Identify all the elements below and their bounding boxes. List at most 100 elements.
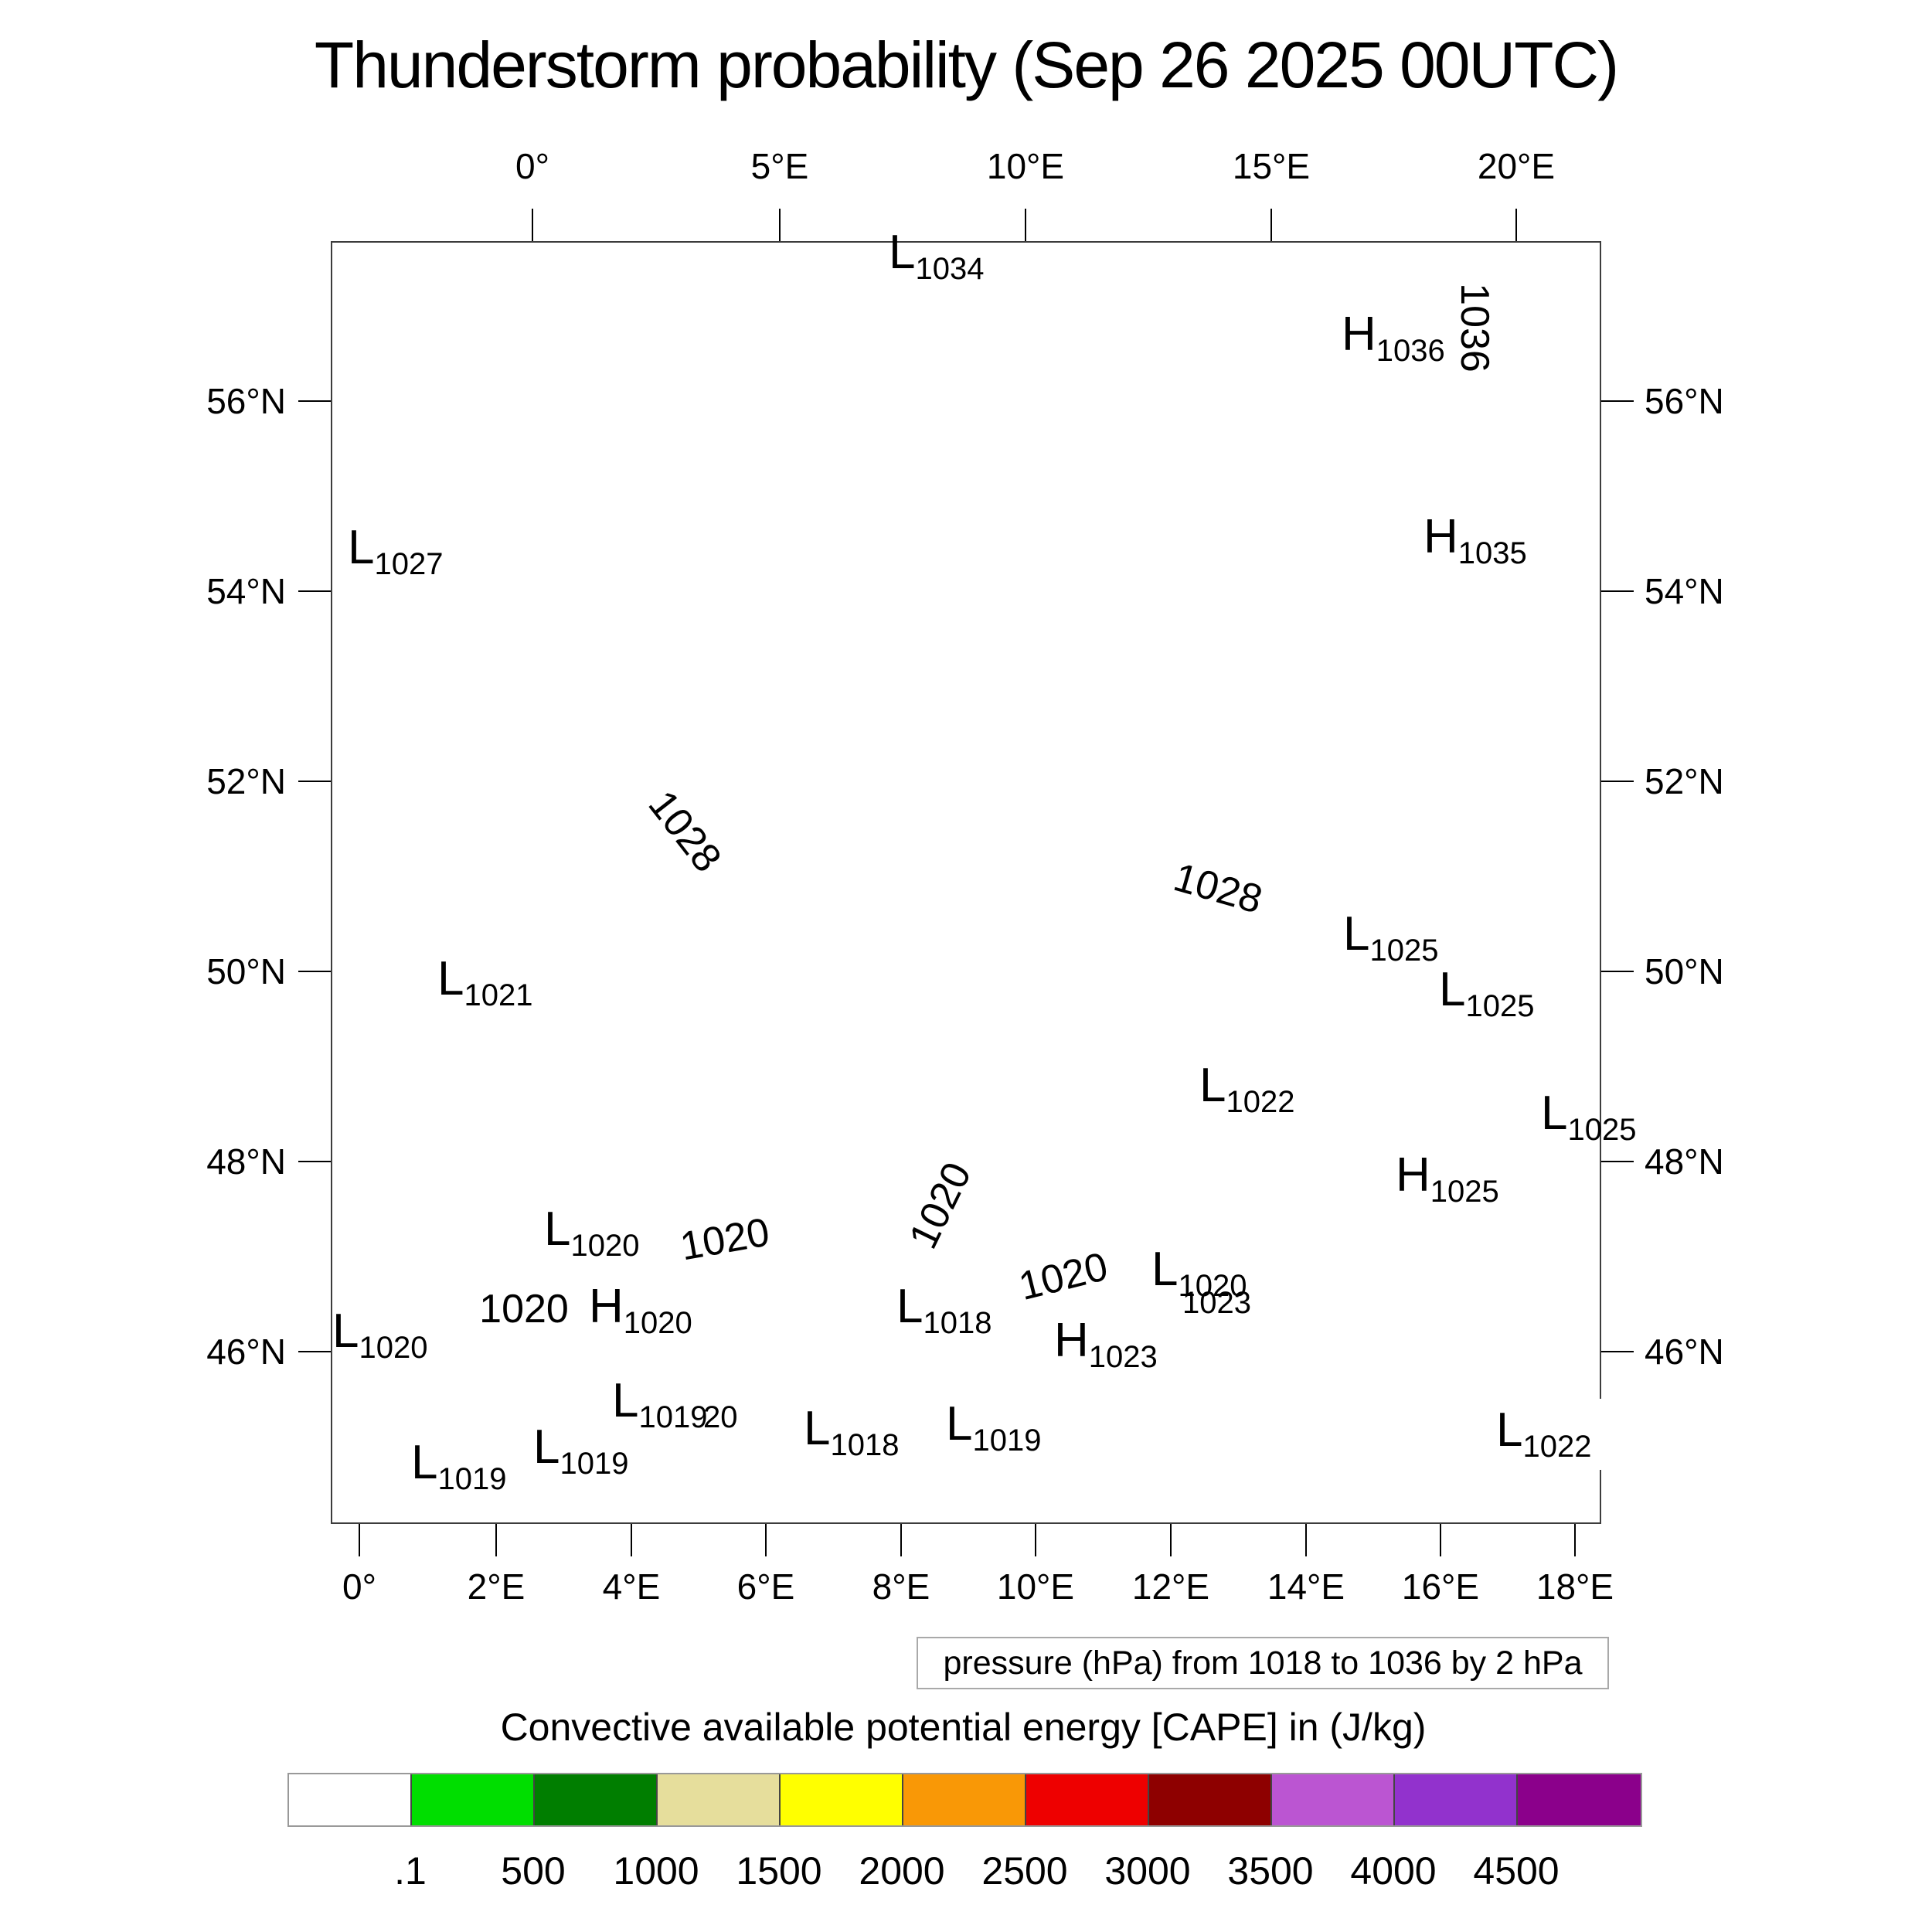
- partial-pressure-label: 20: [703, 1400, 738, 1434]
- colorbar-tick-label: 2000: [859, 1849, 945, 1893]
- axis-tick-right: [1601, 400, 1634, 402]
- pressure-letter: L: [1496, 1403, 1523, 1457]
- pressure-value: 1019: [437, 1462, 507, 1496]
- pressure-letter: H: [589, 1280, 624, 1333]
- pressure-value: 1025: [1567, 1113, 1637, 1147]
- pressure-letter: L: [544, 1202, 571, 1256]
- colorbar-cell: [289, 1774, 412, 1825]
- axis-tick-bottom: [765, 1524, 767, 1556]
- axis-label-bottom: 6°E: [736, 1566, 795, 1607]
- colorbar-cell: [412, 1774, 535, 1825]
- pressure-letter: L: [437, 952, 464, 1005]
- low-pressure-marker: L1020: [1151, 1246, 1247, 1302]
- pressure-letter: L: [533, 1420, 560, 1474]
- axis-tick-right: [1601, 1351, 1634, 1352]
- pressure-value: 1019: [972, 1423, 1042, 1458]
- colorbar-cell: [535, 1774, 658, 1825]
- axis-tick-top: [1025, 209, 1026, 241]
- low-pressure-marker: L1019: [533, 1420, 629, 1481]
- colorbar-cell: [1272, 1774, 1395, 1825]
- colorbar-tick-label: 2500: [981, 1849, 1068, 1893]
- axis-tick-top: [1270, 209, 1272, 241]
- pressure-letter: L: [1541, 1087, 1568, 1140]
- pressure-value: 1025: [1430, 1175, 1499, 1209]
- axis-label-left: 54°N: [206, 571, 286, 611]
- pressure-value: 1020: [570, 1229, 640, 1263]
- pressure-letter: H: [1342, 308, 1376, 361]
- pressure-letter: H: [1396, 1148, 1430, 1202]
- axis-label-top: 15°E: [1232, 146, 1311, 186]
- axis-label-left: 46°N: [206, 1332, 286, 1372]
- axis-label-top: 5°E: [750, 146, 809, 186]
- pressure-value: 1022: [1522, 1430, 1592, 1464]
- low-pressure-marker: L1019: [411, 1439, 506, 1495]
- axis-label-right: 46°N: [1645, 1332, 1724, 1372]
- low-pressure-marker: L1020: [332, 1308, 427, 1364]
- axis-tick-right: [1601, 590, 1634, 592]
- colorbar-cell: [1149, 1774, 1272, 1825]
- axis-label-right: 48°N: [1645, 1141, 1724, 1182]
- axis-label-bottom: 0°: [342, 1566, 376, 1607]
- pressure-letter: L: [348, 521, 375, 574]
- colorbar-tick-label: 1500: [736, 1849, 822, 1893]
- pressure-letter: L: [1199, 1059, 1226, 1112]
- low-pressure-marker: L1021: [437, 952, 532, 1012]
- low-pressure-marker: L1022: [1484, 1399, 1604, 1470]
- high-pressure-marker: H1023: [1054, 1317, 1158, 1374]
- low-pressure-marker: L1022: [1199, 1059, 1294, 1118]
- pressure-caption: pressure (hPa) from 1018 to 1036 by 2 hP…: [917, 1637, 1609, 1689]
- low-pressure-marker: L1019: [612, 1374, 708, 1434]
- pressure-letter: L: [946, 1397, 973, 1451]
- colorbar-cell: [1026, 1774, 1149, 1825]
- axis-label-left: 48°N: [206, 1141, 286, 1182]
- axis-label-bottom: 8°E: [872, 1566, 930, 1607]
- axis-tick-top: [779, 209, 781, 241]
- high-pressure-marker: H1020: [589, 1280, 692, 1340]
- low-pressure-marker: L1034: [889, 226, 985, 286]
- axis-label-bottom: 4°E: [602, 1566, 661, 1607]
- contour-value-label: 1020: [476, 1289, 572, 1329]
- axis-label-bottom: 12°E: [1131, 1566, 1210, 1607]
- pressure-value: 1018: [923, 1306, 992, 1340]
- pressure-value: 1020: [623, 1306, 692, 1340]
- axis-tick-left: [298, 1161, 331, 1162]
- low-pressure-marker: L1027: [348, 524, 443, 580]
- pressure-value: 1027: [374, 547, 444, 581]
- colorbar-cell: [781, 1774, 903, 1825]
- axis-tick-left: [298, 781, 331, 782]
- axis-tick-right: [1601, 1161, 1634, 1162]
- pressure-value: 1034: [915, 252, 985, 286]
- axis-tick-top: [1515, 209, 1517, 241]
- colorbar-tick-label: 4500: [1473, 1849, 1560, 1893]
- pressure-letter: L: [889, 226, 916, 279]
- page-title: Thunderstorm probability (Sep 26 2025 00…: [314, 29, 1619, 101]
- low-pressure-marker: L1025: [1343, 910, 1439, 968]
- colorbar-cell: [1395, 1774, 1518, 1825]
- high-pressure-marker: H1035: [1423, 510, 1527, 570]
- axis-label-left: 52°N: [206, 761, 286, 801]
- pressure-letter: L: [411, 1436, 438, 1489]
- low-pressure-marker: L1020: [544, 1206, 640, 1263]
- pressure-value: 1019: [638, 1400, 708, 1434]
- high-pressure-marker: H1025: [1396, 1148, 1499, 1209]
- pressure-letter: H: [1423, 510, 1458, 563]
- low-pressure-marker: L1025: [1439, 966, 1534, 1022]
- cape-legend-title: Convective available potential energy [C…: [500, 1706, 1427, 1749]
- pressure-value: 1018: [830, 1428, 900, 1462]
- axis-tick-left: [298, 971, 331, 972]
- pressure-value: 1025: [1369, 934, 1439, 968]
- pressure-letter: L: [612, 1374, 639, 1427]
- colorbar-cell: [903, 1774, 1026, 1825]
- axis-tick-bottom: [1170, 1524, 1172, 1556]
- pressure-letter: L: [804, 1402, 831, 1455]
- axis-tick-bottom: [900, 1524, 902, 1556]
- axis-label-left: 50°N: [206, 951, 286, 992]
- axis-tick-bottom: [1440, 1524, 1441, 1556]
- low-pressure-marker: L1019: [934, 1393, 1054, 1464]
- axis-label-right: 56°N: [1645, 381, 1724, 421]
- pressure-value: 1019: [560, 1447, 629, 1481]
- pressure-value: 1023: [1088, 1340, 1158, 1374]
- axis-tick-top: [532, 209, 533, 241]
- low-pressure-marker: L1018: [896, 1283, 992, 1340]
